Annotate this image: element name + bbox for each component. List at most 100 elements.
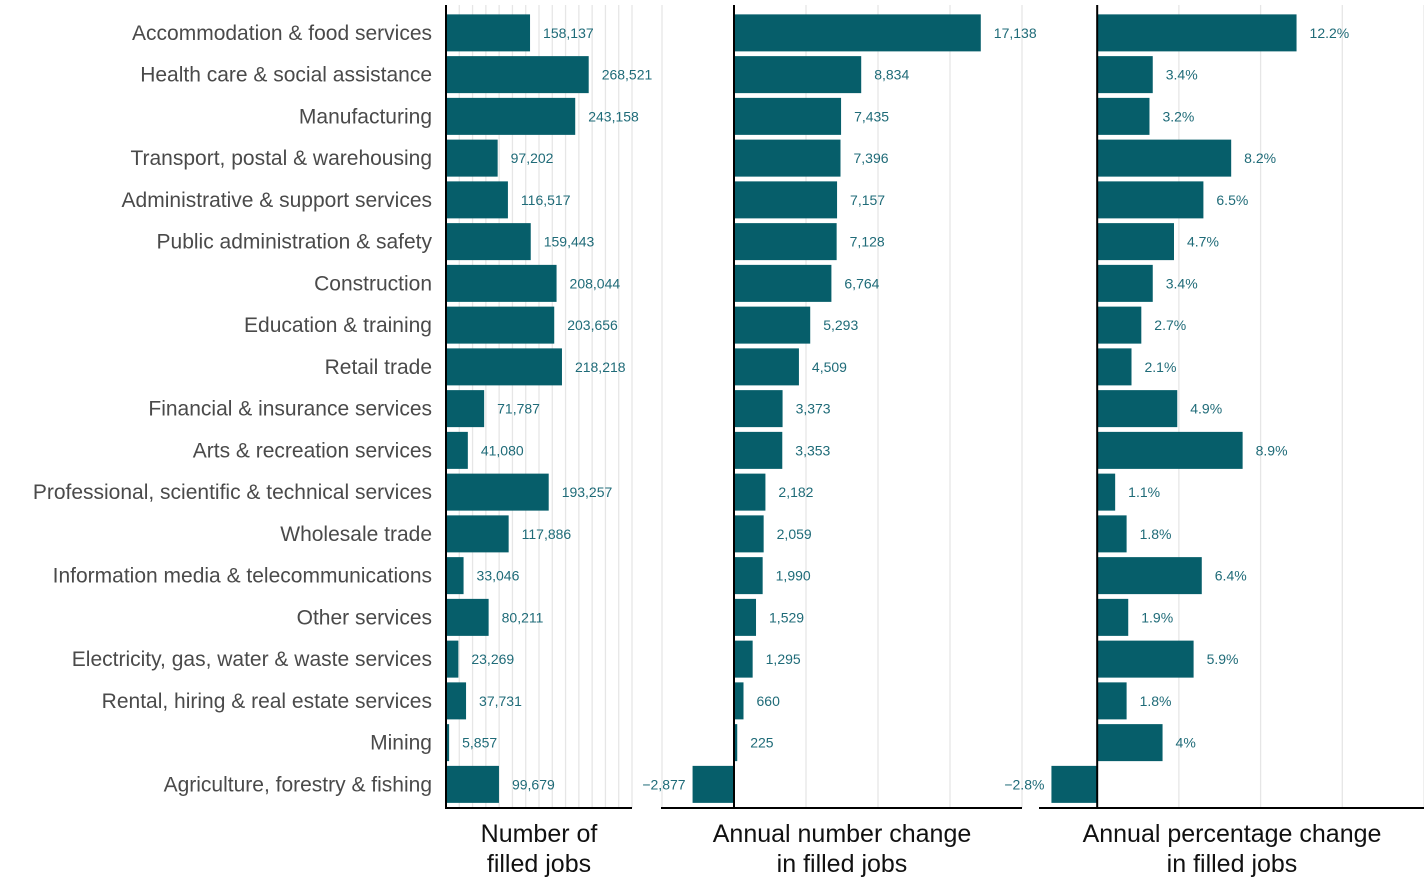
bar-value-label: 3.4% bbox=[1166, 67, 1198, 83]
bar bbox=[446, 640, 459, 678]
category-label: Accommodation & food services bbox=[132, 22, 432, 45]
category-label: Public administration & safety bbox=[157, 231, 433, 254]
bar-value-label: 4.9% bbox=[1190, 401, 1222, 417]
bar-value-label: 2,182 bbox=[778, 484, 813, 500]
bar-value-label: 4% bbox=[1176, 735, 1196, 751]
bar bbox=[734, 264, 832, 302]
bar bbox=[734, 640, 753, 678]
bar bbox=[734, 14, 981, 52]
bar-value-label: 23,269 bbox=[471, 651, 514, 667]
category-label: Administrative & support services bbox=[122, 189, 432, 212]
bar bbox=[734, 306, 811, 344]
bar-value-label: 243,158 bbox=[588, 108, 639, 124]
bar bbox=[1051, 765, 1098, 803]
bar-value-label: 8.2% bbox=[1244, 150, 1276, 166]
category-label: Electricity, gas, water & waste services bbox=[72, 648, 432, 671]
bar bbox=[1097, 598, 1129, 636]
bar-value-label: −2,877 bbox=[642, 776, 685, 792]
bar bbox=[1097, 724, 1163, 762]
bar-value-label: 4,509 bbox=[812, 359, 847, 375]
bar-value-label: 5,293 bbox=[823, 317, 858, 333]
bar-value-label: 660 bbox=[757, 693, 781, 709]
bar-value-label: 218,218 bbox=[575, 359, 626, 375]
category-label: Mining bbox=[370, 732, 432, 755]
bar bbox=[734, 348, 799, 386]
bar bbox=[446, 97, 576, 135]
bar bbox=[1097, 97, 1150, 135]
bar-value-label: 3.2% bbox=[1162, 108, 1194, 124]
axis-title: Number of bbox=[481, 820, 598, 848]
bar bbox=[1097, 557, 1202, 595]
category-label: Construction bbox=[314, 272, 432, 295]
category-label: Retail trade bbox=[325, 356, 432, 379]
category-label: Rental, hiring & real estate services bbox=[102, 690, 432, 713]
bar-value-label: 158,137 bbox=[543, 25, 594, 41]
bar bbox=[446, 56, 589, 94]
bar bbox=[1097, 682, 1127, 720]
bar bbox=[446, 515, 509, 553]
bar-value-label: 117,886 bbox=[522, 526, 572, 542]
bar-value-label: 7,128 bbox=[850, 234, 885, 250]
bar bbox=[1097, 14, 1297, 52]
bar-value-label: 6.4% bbox=[1215, 568, 1247, 584]
bar-value-label: 97,202 bbox=[511, 150, 554, 166]
bar bbox=[446, 306, 555, 344]
bar bbox=[734, 724, 738, 762]
bar bbox=[734, 390, 783, 428]
bar bbox=[1097, 640, 1194, 678]
bar bbox=[734, 56, 862, 94]
category-label: Other services bbox=[297, 606, 432, 629]
bar-value-label: 8.9% bbox=[1256, 442, 1288, 458]
bar bbox=[446, 557, 464, 595]
bar bbox=[734, 181, 838, 219]
bar-value-label: 3,353 bbox=[795, 442, 830, 458]
bar-value-label: 7,157 bbox=[850, 192, 885, 208]
bar bbox=[446, 431, 468, 469]
bar bbox=[734, 515, 764, 553]
category-label: Arts & recreation services bbox=[193, 439, 432, 462]
category-label: Information media & telecommunications bbox=[53, 565, 432, 588]
bar bbox=[734, 598, 757, 636]
bar bbox=[734, 431, 783, 469]
bar-value-label: 3.4% bbox=[1166, 275, 1198, 291]
axis-title: in filled jobs bbox=[777, 850, 908, 878]
bar bbox=[446, 390, 485, 428]
axis-title: filled jobs bbox=[487, 850, 591, 878]
category-label: Financial & insurance services bbox=[148, 398, 432, 421]
bar-value-label: 1,990 bbox=[776, 568, 811, 584]
bar bbox=[734, 473, 766, 511]
bar-value-label: 159,443 bbox=[544, 234, 595, 250]
bar-value-label: 1,295 bbox=[766, 651, 801, 667]
bar bbox=[1097, 515, 1127, 553]
category-label: Education & training bbox=[244, 314, 432, 337]
bar bbox=[1097, 264, 1153, 302]
axis-title: in filled jobs bbox=[1167, 850, 1298, 878]
category-label: Manufacturing bbox=[299, 105, 432, 128]
bar bbox=[446, 473, 549, 511]
bar-value-label: −2.8% bbox=[1004, 776, 1044, 792]
bar bbox=[1097, 431, 1243, 469]
bar-value-label: 1.8% bbox=[1140, 693, 1172, 709]
bar bbox=[446, 682, 467, 720]
bar-value-label: 4.7% bbox=[1187, 234, 1219, 250]
bar bbox=[1097, 306, 1142, 344]
axis-title: Annual number change bbox=[713, 820, 972, 848]
bar bbox=[734, 97, 842, 135]
bar-value-label: 7,435 bbox=[854, 108, 889, 124]
bar-value-label: 1.1% bbox=[1128, 484, 1160, 500]
bar bbox=[446, 223, 531, 261]
bar bbox=[446, 348, 562, 386]
bar-value-label: 2.1% bbox=[1145, 359, 1177, 375]
category-label: Professional, scientific & technical ser… bbox=[33, 481, 432, 504]
bar-value-label: 80,211 bbox=[502, 609, 544, 625]
bar-value-label: 1.9% bbox=[1141, 609, 1173, 625]
bar-value-label: 5.9% bbox=[1207, 651, 1239, 667]
bar-value-label: 17,138 bbox=[994, 25, 1037, 41]
bar-value-label: 41,080 bbox=[481, 442, 524, 458]
bar bbox=[1097, 390, 1178, 428]
bar-value-label: 2,059 bbox=[777, 526, 812, 542]
bar-value-label: 203,656 bbox=[567, 317, 618, 333]
bar bbox=[446, 139, 498, 177]
bar-value-label: 1.8% bbox=[1140, 526, 1172, 542]
